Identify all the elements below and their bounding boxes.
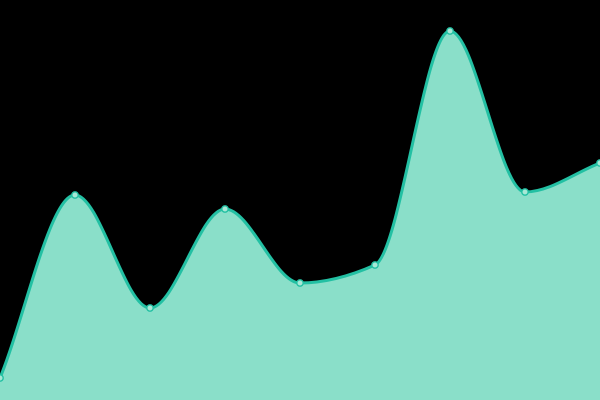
data-point-markers (0, 27, 600, 382)
data-point-marker (296, 279, 304, 287)
data-point-marker (521, 188, 529, 196)
data-point-marker (371, 261, 379, 269)
data-point-marker (0, 374, 4, 382)
data-point-marker (446, 27, 454, 35)
data-point-marker (221, 205, 229, 213)
data-point-marker (146, 304, 154, 312)
data-point-marker (71, 191, 79, 199)
area-fill-path (0, 31, 600, 400)
